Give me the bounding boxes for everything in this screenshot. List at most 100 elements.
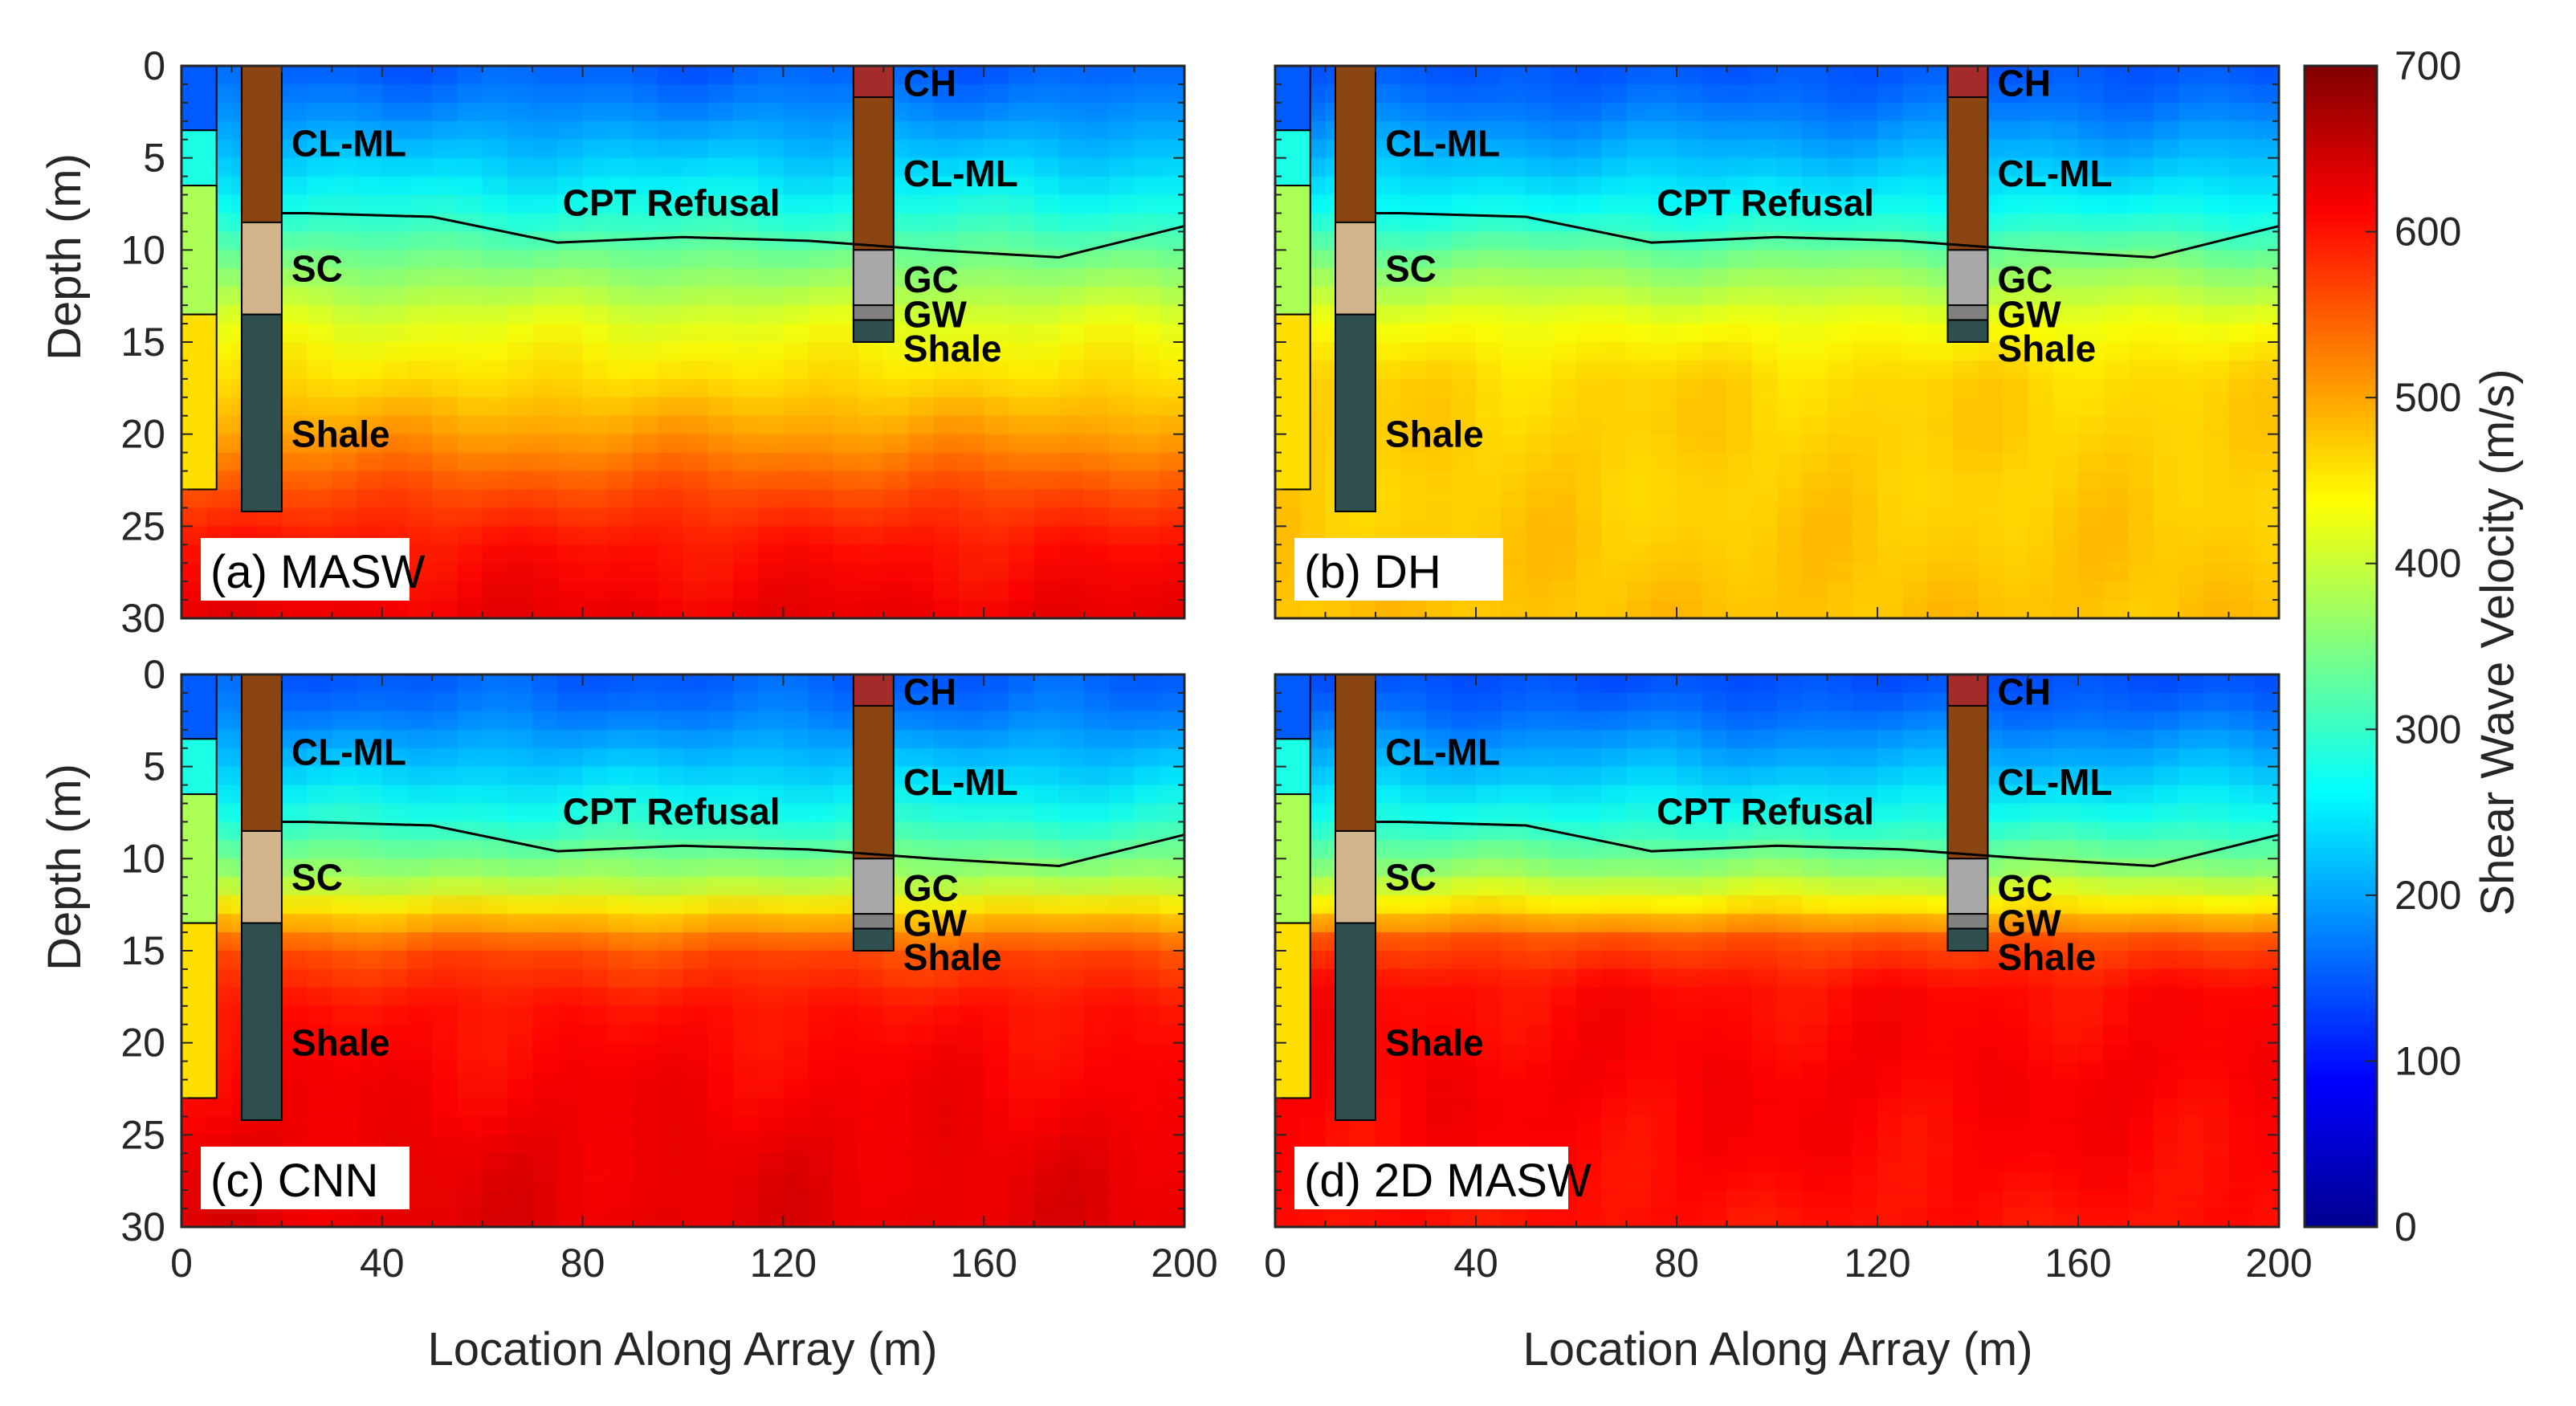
borehole-left-layer: [240, 922, 283, 1121]
soil-label: CL-ML: [1385, 731, 1500, 772]
colorbar: 0 100 200 300 400 500 600 700: [2303, 43, 2461, 1249]
soil-label: CH: [903, 670, 956, 712]
colorbar-title: Shear Wave Velocity (m/s): [2472, 369, 2524, 915]
y-tick-label: 10: [120, 227, 165, 272]
panel-label-background: [1294, 1147, 1568, 1209]
colorbar-tick-label: 200: [2395, 873, 2461, 918]
borehole-right-layer: [1946, 249, 1989, 307]
cpt-refusal-line: [281, 820, 1185, 868]
x-tick-label: 80: [1654, 1241, 1699, 1286]
cpt-refusal-line: [1376, 820, 2280, 868]
colorbar-tick-label: 0: [2395, 1204, 2417, 1249]
x-tick-label: 200: [1151, 1241, 1217, 1286]
colorbar-gradient: [2303, 64, 2378, 1229]
soil-label: Shale: [1998, 936, 2097, 978]
borehole-left-layer: [240, 65, 283, 223]
y-tick-label: 25: [120, 1112, 165, 1157]
y-axis-title-top: Depth (m): [39, 153, 91, 361]
soil-label: CL-ML: [291, 122, 406, 164]
y-tick-label: 15: [120, 928, 165, 973]
x-tick-label: 160: [2044, 1241, 2111, 1286]
x-tick-label: 160: [950, 1241, 1017, 1286]
borehole-right-layer: [852, 96, 895, 251]
cpt-refusal-label: CPT Refusal: [563, 790, 781, 832]
soil-label: CL-ML: [903, 761, 1018, 803]
profile-1d-layer: [181, 313, 218, 491]
profile-1d-layer: [1274, 313, 1311, 491]
x-tick-label: 120: [1844, 1241, 1910, 1286]
y-tick-label: 30: [120, 1204, 165, 1249]
y-tick-label: 0: [143, 652, 165, 697]
x-tick-label: 120: [750, 1241, 817, 1286]
colorbar-tick-label: 600: [2395, 210, 2461, 255]
soil-label: GC: [903, 259, 959, 300]
panel-label-background: [201, 538, 410, 601]
borehole-right-layer: [852, 704, 895, 860]
cpt-refusal-line: [281, 211, 1185, 259]
soil-label: GW: [1998, 293, 2062, 335]
borehole-right-layer: [852, 674, 895, 707]
borehole-left-layer: [1335, 65, 1376, 223]
soil-label: SC: [1385, 247, 1437, 289]
x-axis-title-right: Location Along Array (m): [1522, 1323, 2032, 1375]
borehole-left-layer: [240, 221, 283, 316]
colorbar-tick-label: 400: [2395, 541, 2461, 586]
y-tick-label: 5: [143, 136, 165, 181]
soil-label: CH: [1998, 670, 2051, 712]
soil-label: Shale: [1385, 1022, 1484, 1064]
borehole-right-layer: [1946, 304, 1989, 321]
y-tick-label: 5: [143, 744, 165, 789]
colorbar-tick-label: 300: [2395, 707, 2461, 752]
borehole-right-layer: [852, 913, 895, 930]
x-tick-label: 40: [360, 1241, 405, 1286]
borehole-right-layer: [852, 927, 895, 952]
borehole-right-layer: [1946, 65, 1989, 98]
borehole-right-layer: [1946, 319, 1989, 344]
borehole-right-layer: [852, 319, 895, 344]
borehole-left-layer: [1335, 922, 1376, 1121]
panel-label: (a) MASW: [210, 546, 426, 598]
profile-1d-layer: [1274, 65, 1311, 132]
soil-label: CH: [903, 62, 956, 104]
colorbar-tick-label: 700: [2395, 43, 2461, 88]
panel-label: (b) DH: [1304, 546, 1441, 598]
soil-label: Shale: [1385, 414, 1484, 455]
borehole-right-layer: [1946, 858, 1989, 915]
cpt-refusal-label: CPT Refusal: [1657, 181, 1874, 223]
soil-label: GW: [903, 902, 968, 943]
soil-label: SC: [291, 247, 343, 289]
x-tick-label: 40: [1453, 1241, 1498, 1286]
panel-label-background: [201, 1147, 410, 1209]
borehole-left-layer: [240, 674, 283, 832]
soil-label: Shale: [1998, 328, 2097, 369]
profile-1d-layer: [1274, 922, 1311, 1099]
borehole-right-layer: [1946, 913, 1989, 930]
x-tick-label: 0: [170, 1241, 193, 1286]
soil-label: CL-ML: [291, 731, 406, 772]
borehole-right-layer: [852, 249, 895, 307]
panel-label: (c) CNN: [210, 1155, 378, 1207]
y-tick-label: 20: [120, 1021, 165, 1066]
panel-label: (d) 2D MASW: [1304, 1155, 1592, 1207]
borehole-right-layer: [1946, 927, 1989, 952]
borehole-left-layer: [1335, 674, 1376, 832]
soil-label: Shale: [291, 1022, 390, 1064]
borehole-left-layer: [240, 829, 283, 924]
soil-label: GC: [903, 867, 959, 909]
soil-label: CL-ML: [903, 153, 1018, 194]
borehole-right-layer: [1946, 704, 1989, 860]
x-tick-label: 80: [560, 1241, 605, 1286]
soil-label: GC: [1998, 259, 2053, 300]
soil-label: CH: [1998, 62, 2051, 104]
borehole-left-layer: [1335, 829, 1376, 924]
borehole-right-layer: [1946, 96, 1989, 251]
borehole-right-layer: [852, 65, 895, 98]
colorbar-tick-label: 500: [2395, 375, 2461, 420]
x-tick-label: 0: [1264, 1241, 1286, 1286]
y-tick-label: 25: [120, 503, 165, 548]
y-tick-label: 10: [120, 836, 165, 881]
soil-label: GW: [1998, 902, 2062, 943]
